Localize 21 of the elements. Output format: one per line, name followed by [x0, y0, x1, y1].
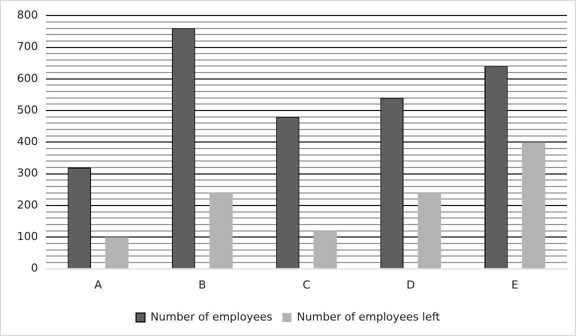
y-tick-label: 700 — [16, 40, 38, 54]
bar — [105, 237, 128, 268]
y-tick-label: 100 — [16, 230, 38, 244]
y-tick-label: 300 — [16, 166, 38, 180]
legend-label: Number of employees — [150, 310, 273, 324]
bar — [314, 230, 337, 268]
bar — [418, 192, 442, 268]
y-tick-label: 0 — [30, 262, 38, 275]
y-tick-label: 200 — [16, 198, 38, 212]
legend-label: Number of employees left — [296, 310, 441, 324]
x-tick-label: A — [94, 278, 102, 292]
y-tick-label: 400 — [16, 135, 38, 148]
y-tick-label: 500 — [16, 103, 38, 116]
y-tick-label: 600 — [16, 72, 38, 85]
bar — [522, 142, 546, 268]
x-tick-label: B — [198, 278, 206, 292]
y-tick-label: 800 — [16, 8, 38, 22]
x-tick-label: D — [406, 278, 415, 292]
x-tick-label: C — [302, 278, 311, 292]
bar — [209, 192, 233, 268]
x-tick-label: E — [511, 278, 518, 292]
